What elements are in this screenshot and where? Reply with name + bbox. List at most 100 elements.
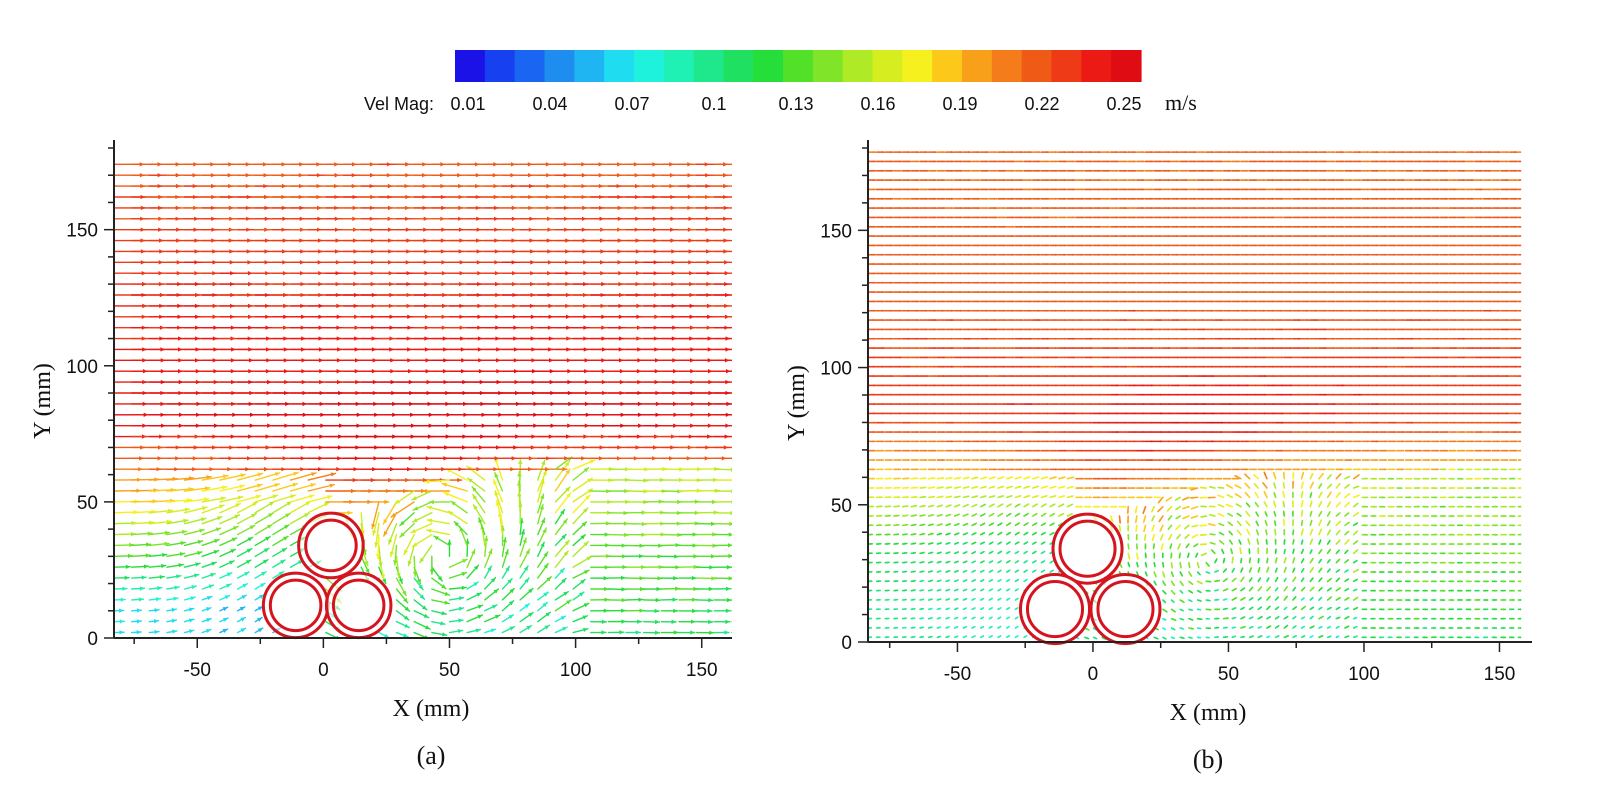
vector-arrowhead: [879, 514, 882, 517]
vector-arrowhead: [895, 561, 898, 564]
colorbar-tick-label: 0.04: [532, 94, 567, 114]
vector-arrowhead: [1200, 524, 1203, 527]
vector-arrowhead: [1241, 607, 1245, 610]
vector-arrowhead: [1283, 529, 1286, 533]
vector-arrowhead: [743, 325, 748, 329]
vector-arrowhead: [741, 445, 746, 449]
vector-arrowhead: [1240, 568, 1243, 571]
vector-arrowhead: [1198, 627, 1201, 630]
vector-arrowhead: [1232, 626, 1236, 629]
vector-arrowhead: [1188, 564, 1191, 568]
vector-arrowhead: [525, 549, 530, 555]
vector-arrowhead: [391, 512, 397, 518]
vector-arrowhead: [655, 630, 660, 635]
vector-arrowhead: [1398, 626, 1402, 630]
vector-arrowhead: [1015, 635, 1018, 638]
vector-arrowhead: [1503, 580, 1506, 583]
vector-arrowhead: [473, 504, 478, 510]
vector-arrowhead: [981, 589, 984, 592]
x-tick-label: -50: [184, 660, 211, 681]
vector-arrowhead: [730, 467, 732, 472]
vector-arrowhead: [1355, 597, 1358, 600]
vector-arrowhead: [395, 499, 401, 504]
vector-arrowhead: [982, 513, 985, 516]
vector-arrowhead: [1319, 626, 1322, 629]
vector-arrowhead: [637, 619, 642, 624]
vector-arrowhead: [938, 589, 941, 592]
vector-arrowhead: [228, 560, 234, 565]
vector-arrowhead: [171, 607, 177, 613]
vector-arrowhead: [1242, 597, 1245, 600]
vector-arrowhead: [622, 564, 627, 570]
vector-arrowhead: [494, 472, 499, 478]
vector-arrowhead: [672, 597, 678, 602]
vector-arrowhead: [1015, 579, 1019, 582]
vector-arrowhead: [494, 490, 499, 496]
vector-arrowhead: [1185, 535, 1188, 539]
vector-arrowhead: [878, 580, 881, 583]
vector-arrowhead: [759, 249, 764, 253]
vector-arrowhead: [1242, 616, 1245, 619]
vector-arrowhead: [729, 521, 732, 527]
vector-arrowhead: [1503, 561, 1506, 564]
vector-arrowhead: [401, 590, 407, 596]
vector-arrowhead: [746, 576, 751, 580]
vector-arrowhead: [274, 472, 280, 477]
vector-arrowhead: [1390, 552, 1393, 555]
vector-arrowhead: [173, 596, 179, 601]
vector-arrowhead: [1424, 598, 1427, 602]
vector-arrowhead: [1319, 511, 1322, 515]
vector-arrowhead: [1015, 607, 1018, 610]
vector-arrowhead: [164, 530, 170, 536]
vector-arrowhead: [1319, 559, 1322, 562]
vector-arrowhead: [1477, 608, 1480, 611]
vector-arrowhead: [955, 551, 959, 554]
vector-arrowhead: [1337, 540, 1340, 543]
vector-arrowhead: [744, 631, 749, 635]
vector-arrowhead: [980, 636, 984, 638]
vector-arrowhead: [1319, 549, 1322, 553]
vector-arrowhead: [1372, 589, 1376, 592]
vector-arrowhead: [240, 628, 246, 633]
vector-arrowhead: [488, 549, 493, 555]
vector-arrowhead: [1210, 533, 1213, 536]
vector-arrowhead: [690, 619, 696, 624]
vector-arrowhead: [903, 580, 907, 583]
vector-arrowhead: [1337, 597, 1341, 600]
vector-arrowhead: [478, 517, 483, 523]
vector-arrowhead: [1318, 540, 1321, 543]
vector-arrowhead: [1181, 600, 1184, 603]
vector-arrowhead: [886, 608, 889, 611]
vector-arrowhead: [921, 551, 924, 555]
vector-arrowhead: [1239, 547, 1242, 551]
vector-arrowhead: [1398, 561, 1402, 564]
vector-arrowhead: [1494, 608, 1497, 611]
vector-arrowhead: [365, 568, 370, 574]
vector-arrowhead: [1486, 570, 1489, 574]
vector-arrowhead: [711, 521, 716, 526]
vector-arrowhead: [1460, 542, 1463, 546]
vector-arrowhead: [559, 568, 565, 574]
vector-arrowhead: [742, 249, 747, 253]
vector-arrowhead: [1425, 608, 1428, 611]
vector-arrowhead: [745, 587, 750, 591]
vector-arrowhead: [869, 552, 873, 555]
vector-arrowhead: [1469, 524, 1472, 527]
vector-arrowhead: [1477, 561, 1480, 564]
vector-arrowhead: [285, 513, 291, 518]
vector-arrowhead: [675, 542, 681, 548]
vector-arrowhead: [973, 532, 976, 535]
vector-arrowhead: [1051, 513, 1055, 516]
vector-arrowhead: [1511, 636, 1514, 639]
vector-arrowhead: [1189, 599, 1192, 602]
vector-arrowhead: [191, 585, 197, 590]
vector-arrowhead: [1494, 561, 1497, 564]
vector-arrowhead: [524, 578, 529, 583]
vector-arrowhead: [744, 413, 749, 417]
vector-arrowhead: [1520, 552, 1522, 555]
vector-arrowhead: [1310, 558, 1314, 561]
vector-arrowhead: [541, 460, 546, 466]
vector-arrowhead: [964, 532, 968, 535]
vector-arrowhead: [1276, 616, 1279, 619]
vector-arrowhead: [869, 561, 873, 564]
